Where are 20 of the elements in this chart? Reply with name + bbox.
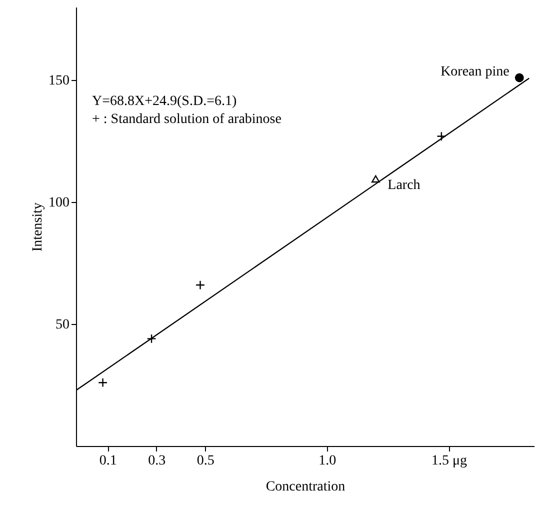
annotation: + : Standard solution of arabinose <box>92 112 282 127</box>
y-tick-label: 100 <box>48 196 70 211</box>
x-tick-label: 0.3 <box>148 454 166 468</box>
point <box>195 280 206 290</box>
series-label: Korean pine <box>440 64 510 80</box>
annotation: Y=68.8X+24.9(S.D.=6.1) <box>92 94 237 109</box>
x-tick-label: 1.0 <box>318 454 336 468</box>
x-tick-label: 0.1 <box>99 454 117 468</box>
y-tick-label: 50 <box>56 318 70 333</box>
x-tick-label: 1.5 μg <box>431 454 467 468</box>
series-label: Larch <box>388 178 420 193</box>
x-axis-title: Concentration <box>266 480 346 494</box>
point <box>514 73 524 82</box>
point <box>436 131 446 142</box>
point <box>98 378 108 388</box>
y-tick-label: 150 <box>48 74 70 89</box>
point <box>372 175 380 183</box>
y-axis-title: Intensity <box>30 202 46 252</box>
point <box>146 334 156 344</box>
x-tick-label: 0.5 <box>196 454 214 468</box>
